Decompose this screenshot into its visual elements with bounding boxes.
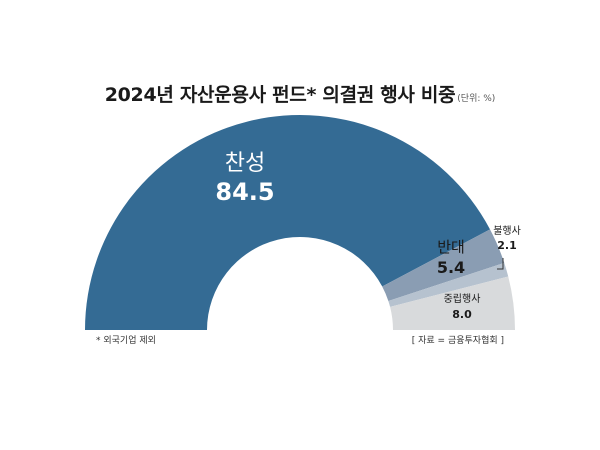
slice-중립행사 — [390, 276, 515, 330]
slice-찬성 — [85, 114, 491, 331]
slice-value-중립행사: 8.0 — [452, 308, 472, 321]
slice-label-찬성: 찬성 — [225, 151, 265, 176]
slice-value-찬성: 84.5 — [215, 178, 274, 206]
chart-unit: (단위: %) — [457, 94, 496, 104]
slice-불행사 — [388, 262, 509, 307]
slice-label-반대: 반대 — [437, 238, 465, 256]
slice-반대 — [382, 229, 505, 301]
slice-label-불행사: 불행사 — [493, 225, 521, 237]
slice-label-중립행사: 중립행사 — [444, 292, 481, 305]
chart-title-text: 2024년 자산운용사 펀드* 의결권 행사 비중 — [104, 84, 456, 106]
slice-value-반대: 5.4 — [437, 258, 465, 277]
leader-line-불행사 — [497, 258, 504, 270]
source-note: [ 자료 = 금융투자협회 ] — [411, 336, 504, 346]
chart-title: 2024년 자산운용사 펀드* 의결권 행사 비중 (단위: %) — [0, 80, 600, 107]
slice-value-불행사: 2.1 — [497, 239, 517, 252]
footnote: * 외국기업 제외 — [96, 336, 156, 346]
